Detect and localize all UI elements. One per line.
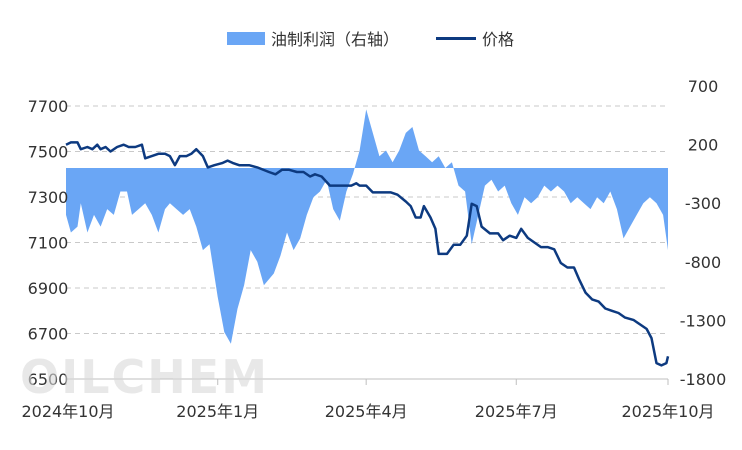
y-right-tick-label: 700: [688, 77, 719, 96]
legend-swatch-profit: [227, 32, 265, 45]
y-axis-right: -1800 -1300 -800 -300 200 700: [680, 77, 727, 389]
y-left-tick-label: 6700: [28, 325, 69, 344]
price-line-layer: [65, 141, 670, 367]
y-left-tick-label: 7700: [28, 97, 69, 116]
y-right-tick-label: -300: [685, 194, 721, 213]
x-tick-label: 2024年10月: [21, 402, 114, 421]
y-right-tick-label: -1800: [680, 370, 727, 389]
y-left-tick-label: 7500: [28, 143, 69, 162]
y-left-tick-label: 7300: [28, 188, 69, 207]
x-tick-label: 2025年4月: [325, 402, 408, 421]
y-right-tick-label: -1300: [680, 311, 727, 330]
y-left-tick-label: 7100: [28, 234, 69, 253]
y-axis-left: 6500 6700 6900 7100 7300 7500 7700: [28, 97, 69, 389]
x-tick-label: 2025年1月: [176, 402, 259, 421]
x-tick-label: 2025年10月: [621, 402, 714, 421]
price-line-series: [65, 141, 670, 367]
y-right-tick-label: 200: [688, 136, 719, 155]
y-left-tick-label: 6500: [28, 370, 69, 389]
x-axis: 2024年10月 2025年1月 2025年4月 2025年7月 2025年10月: [21, 378, 715, 421]
profit-area-layer: [66, 109, 668, 344]
y-left-tick-label: 6900: [28, 279, 69, 298]
y-right-tick-label: -800: [685, 253, 721, 272]
x-tick-label: 2025年7月: [475, 402, 558, 421]
legend-label-price: 价格: [482, 30, 514, 49]
watermark-logo: OILCHEM: [20, 350, 269, 404]
legend: 油制利润（右轴） 价格: [227, 30, 514, 49]
legend-label-profit: 油制利润（右轴）: [271, 30, 399, 49]
profit-area-series: [66, 109, 668, 344]
